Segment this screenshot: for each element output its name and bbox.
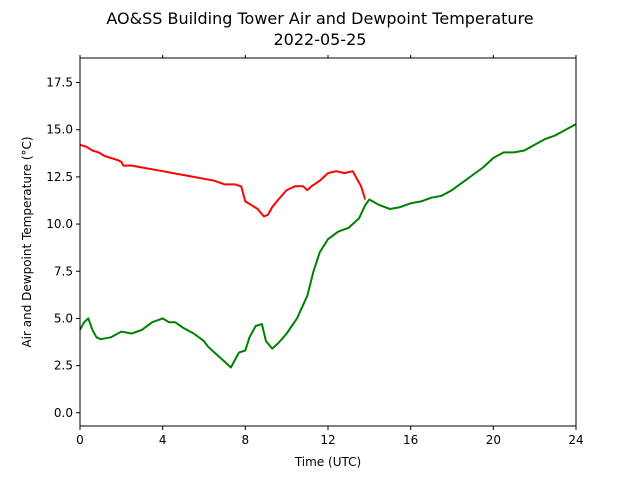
y-axis: 0.0 2.5 5.0 7.5 10.0 12.5 15.0 17.5 xyxy=(46,76,80,420)
x-tick-label: 4 xyxy=(159,433,167,447)
chart-title: AO&SS Building Tower Air and Dewpoint Te… xyxy=(106,9,533,28)
y-tick-label: 10.0 xyxy=(46,217,73,231)
chart-subtitle: 2022-05-25 xyxy=(274,30,367,49)
x-tick-label: 16 xyxy=(403,433,418,447)
x-tick-label: 24 xyxy=(568,433,583,447)
plot-frame xyxy=(79,57,577,427)
x-axis-label: Time (UTC) xyxy=(294,455,361,469)
x-tick-label: 0 xyxy=(76,433,84,447)
x-tick-label: 12 xyxy=(320,433,335,447)
y-tick-label: 7.5 xyxy=(54,264,73,278)
x-tick-label: 8 xyxy=(242,433,250,447)
y-tick-label: 2.5 xyxy=(54,359,73,373)
y-tick-label: 15.0 xyxy=(46,123,73,137)
x-tick-label: 20 xyxy=(486,433,501,447)
y-axis-label: Air and Dewpoint Temperature (°C) xyxy=(20,136,34,347)
y-tick-label: 12.5 xyxy=(46,170,73,184)
dewpoint-temperature-line xyxy=(79,123,577,369)
y-tick-label: 0.0 xyxy=(54,406,73,420)
air-temperature-line xyxy=(79,143,367,218)
y-tick-label: 17.5 xyxy=(46,76,73,90)
y-tick-label: 5.0 xyxy=(54,311,73,325)
x-axis: 0 4 8 12 16 20 24 xyxy=(76,55,584,447)
series-layer xyxy=(79,123,577,369)
